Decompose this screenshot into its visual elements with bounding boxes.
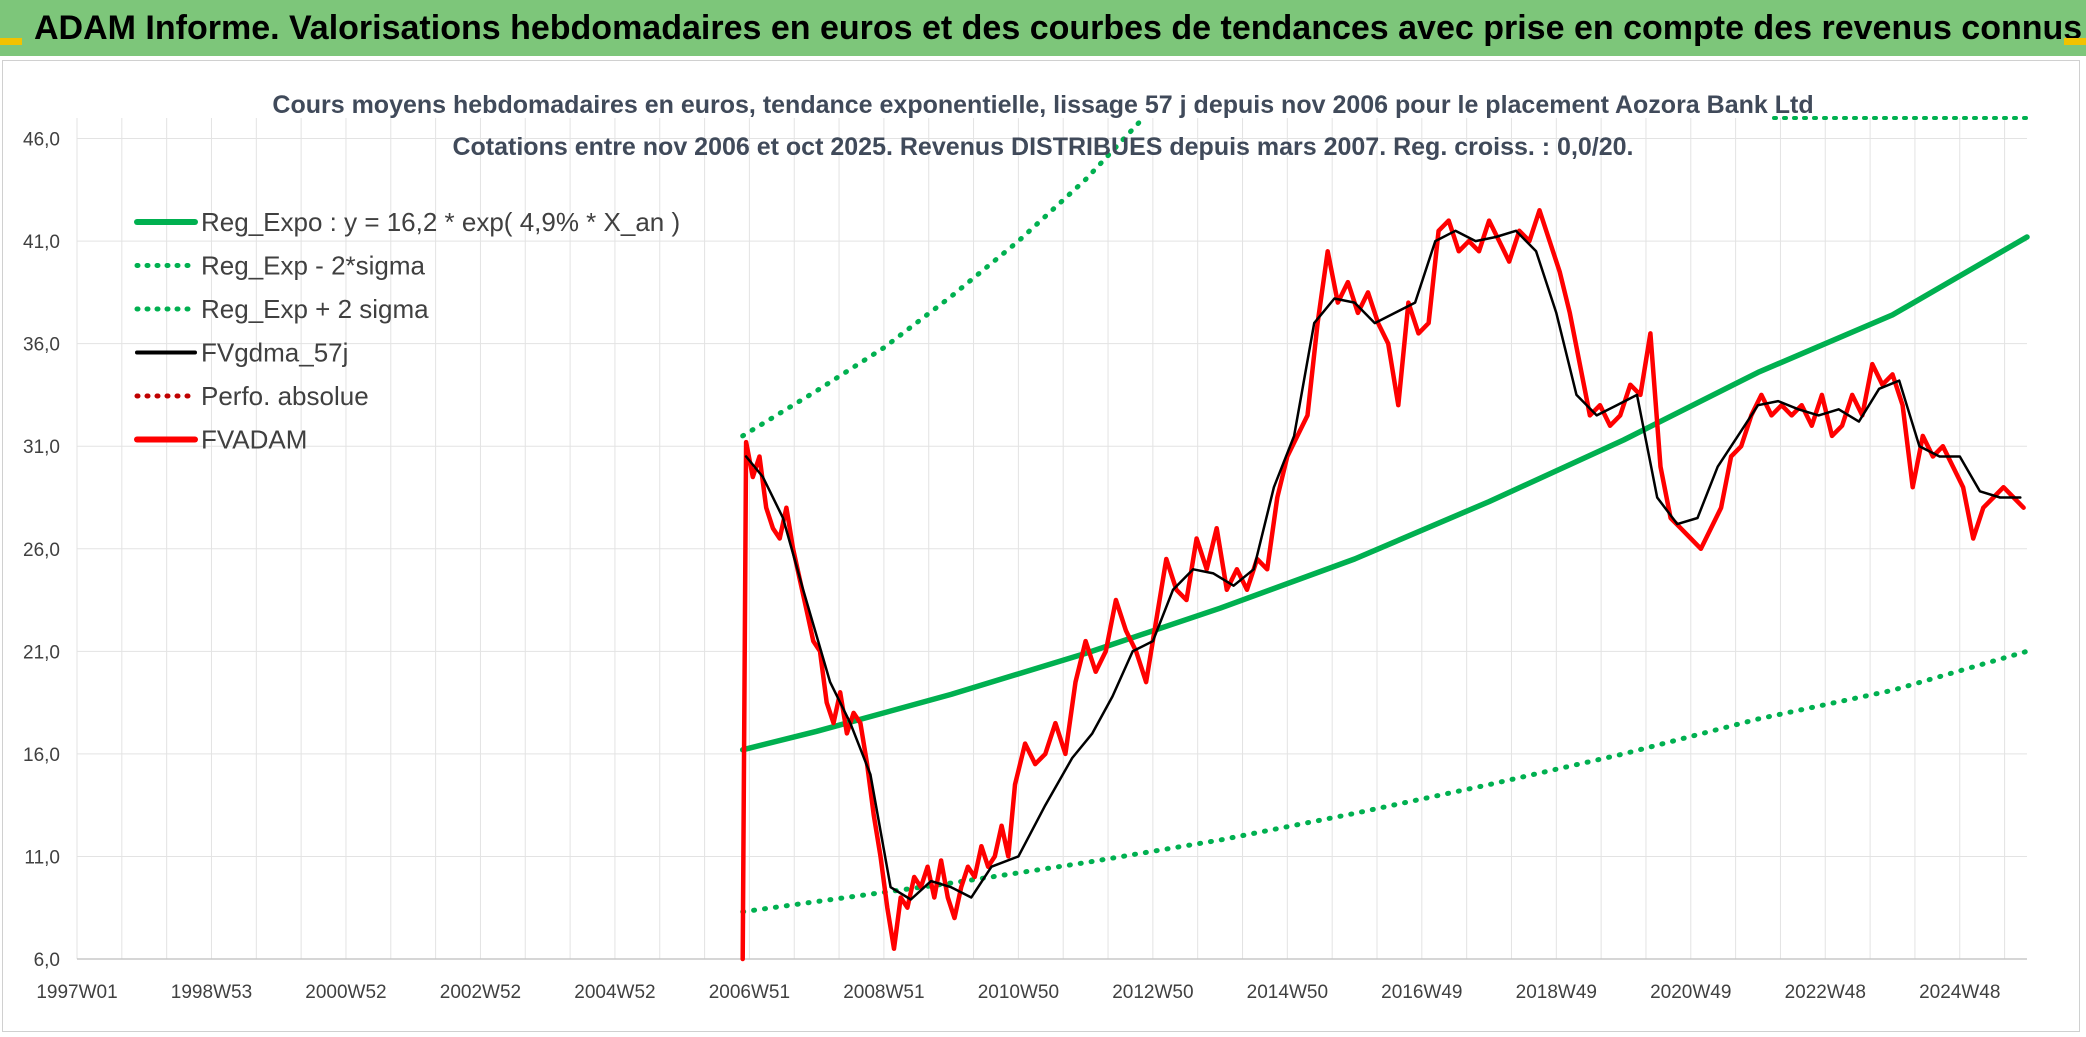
legend-label: Reg_Exp - 2*sigma (201, 251, 426, 281)
banner-title: ADAM Informe. Valorisations hebdomadaire… (34, 9, 2086, 47)
x-tick-label: 2010W50 (978, 982, 1059, 1003)
chart-grid (76, 118, 2027, 960)
x-tick-label: 2006W51 (709, 982, 790, 1003)
y-tick-label: 41,0 (23, 232, 60, 253)
x-tick-label: 1997W01 (36, 982, 117, 1003)
y-tick-label: 6,0 (34, 950, 60, 971)
series-line (740, 208, 2026, 962)
chart-subtitle: Cotations entre nov 2006 et oct 2025. Re… (452, 133, 1633, 161)
x-tick-label: 2002W52 (440, 982, 521, 1003)
y-tick-label: 26,0 (23, 540, 60, 561)
y-tick-label: 11,0 (24, 847, 60, 868)
x-tick-label: 2008W51 (843, 982, 924, 1003)
chart-legend: Reg_Expo : y = 16,2 * exp( 4,9% * X_an )… (134, 207, 680, 455)
y-tick-label: 21,0 (23, 642, 60, 663)
chart-series-layer (739, 119, 2030, 962)
legend-label: FVADAM (201, 425, 307, 455)
banner-corner-right (2064, 38, 2086, 45)
series-line (744, 229, 2022, 901)
x-tick-label: 2016W49 (1381, 982, 1462, 1003)
legend-label: Reg_Exp + 2 sigma (201, 294, 429, 324)
series-line (739, 234, 2030, 753)
legend-label: Reg_Expo : y = 16,2 * exp( 4,9% * X_an ) (201, 207, 680, 237)
chart-title: Cours moyens hebdomadaires en euros, ten… (272, 91, 1813, 119)
y-tick-label: 36,0 (23, 335, 60, 356)
chart-tick-labels: 6,0 11,0 16,0 21,0 26,0 31,0 36,0 41,0 46,0 1997W… (23, 130, 2000, 1003)
legend-label: FVgdma_57j (201, 338, 348, 368)
series-line (740, 119, 1142, 439)
x-tick-label: 2024W48 (1919, 982, 2000, 1003)
x-tick-label: 2022W48 (1785, 982, 1866, 1003)
banner-corner-left (0, 38, 22, 45)
chart-frame (2, 60, 2080, 1032)
x-tick-label: 2004W52 (574, 982, 655, 1003)
y-tick-label: 46,0 (23, 130, 60, 151)
series-line (740, 648, 2030, 915)
y-tick-label: 16,0 (23, 745, 60, 766)
x-tick-label: 2018W49 (1516, 982, 1597, 1003)
legend-label: Perfo. absolue (201, 381, 369, 411)
x-tick-label: 2000W52 (305, 982, 386, 1003)
y-tick-label: 31,0 (23, 437, 60, 458)
x-tick-label: 2014W50 (1247, 982, 1328, 1003)
report-banner: ADAM Informe. Valorisations hebdomadaire… (0, 0, 2086, 56)
x-tick-label: 2020W49 (1650, 982, 1731, 1003)
x-tick-label: 1998W53 (171, 982, 252, 1003)
x-tick-label: 2012W50 (1112, 982, 1193, 1003)
